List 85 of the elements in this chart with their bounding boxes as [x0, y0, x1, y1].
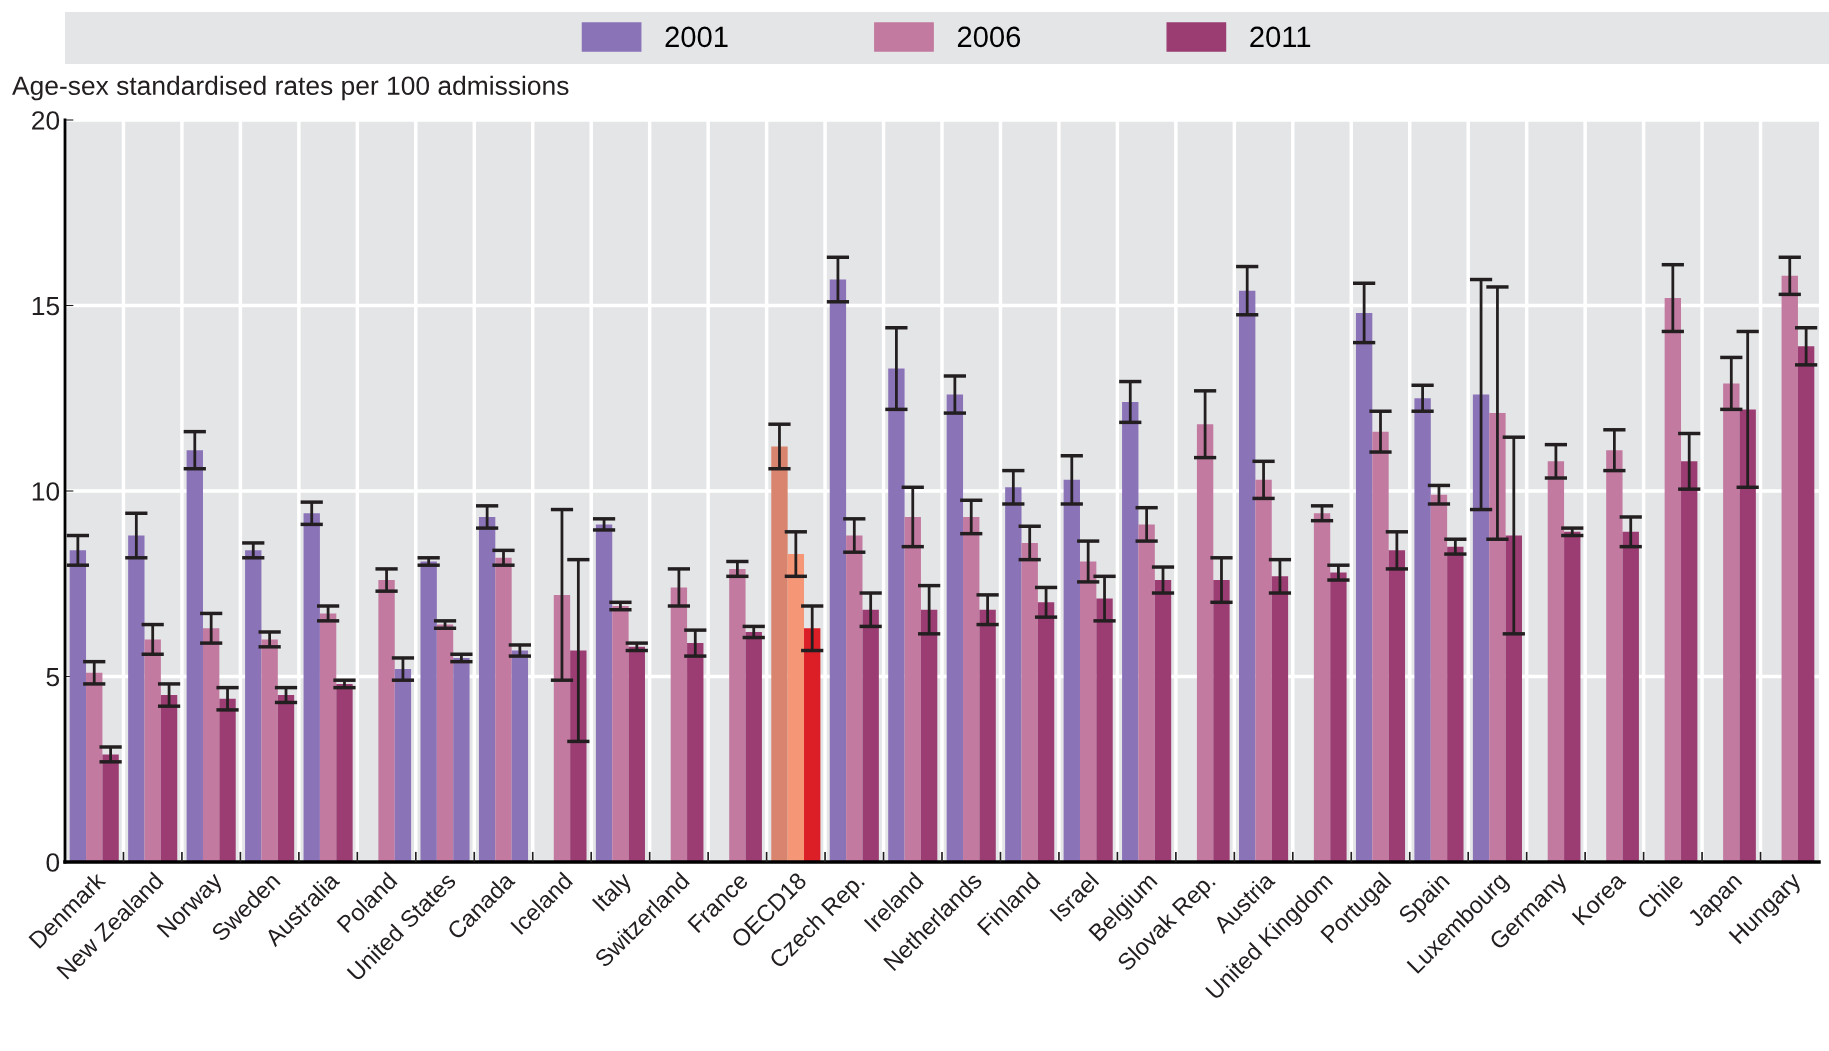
bar — [888, 368, 905, 862]
bar — [1079, 561, 1097, 862]
bar — [687, 643, 704, 862]
bar — [378, 580, 395, 862]
bar — [1330, 572, 1347, 862]
bar — [1271, 576, 1289, 862]
bar — [804, 628, 821, 862]
bar — [1414, 398, 1431, 862]
bar — [1037, 602, 1055, 862]
y-axis-title: Age-sex standardised rates per 100 admissions — [12, 75, 569, 101]
bar — [303, 513, 320, 862]
bar — [144, 639, 161, 862]
bar — [1372, 431, 1389, 862]
bar — [553, 594, 571, 862]
bar — [219, 698, 236, 862]
y-tick-label: 20 — [32, 111, 60, 130]
bar — [336, 683, 353, 862]
bar — [963, 516, 980, 862]
y-tick-label: 5 — [46, 667, 60, 687]
bar — [1122, 401, 1139, 862]
bar — [1505, 535, 1522, 862]
bar — [1154, 580, 1172, 862]
bar — [495, 557, 512, 862]
bar — [946, 394, 964, 862]
bar — [904, 516, 921, 862]
bar — [1239, 290, 1256, 862]
bar — [729, 568, 746, 862]
bar — [1681, 461, 1698, 862]
bar — [319, 613, 337, 862]
bar — [1063, 479, 1080, 862]
legend-label: 2006 — [957, 26, 1021, 48]
bar — [277, 695, 295, 862]
bar — [420, 561, 437, 862]
bar — [628, 646, 645, 862]
bar — [1313, 513, 1331, 862]
bar — [102, 754, 119, 862]
bar — [186, 450, 203, 862]
bar — [920, 609, 938, 862]
bar — [595, 524, 613, 862]
bar — [1005, 487, 1022, 862]
bar — [478, 516, 496, 862]
bar — [1196, 424, 1214, 862]
bar — [1213, 580, 1230, 862]
bar — [1255, 479, 1272, 862]
bar — [1021, 542, 1038, 862]
bar — [69, 550, 87, 862]
bar — [745, 631, 762, 862]
bar — [1781, 275, 1798, 862]
bar — [1664, 298, 1682, 862]
bar — [612, 606, 629, 862]
bar — [787, 554, 805, 862]
bar — [128, 535, 145, 862]
bar — [1723, 383, 1740, 862]
bar — [1138, 524, 1155, 862]
bar — [829, 279, 847, 862]
bar — [1096, 598, 1113, 862]
bar — [160, 695, 178, 862]
bar — [1388, 550, 1406, 862]
bar — [261, 639, 278, 862]
bar — [1489, 413, 1506, 862]
bar — [1606, 450, 1623, 862]
bar — [846, 535, 863, 862]
bar — [862, 609, 879, 862]
bar — [1797, 346, 1815, 862]
bar — [1447, 546, 1464, 862]
bar — [1739, 409, 1756, 862]
y-tick-label: 10 — [32, 482, 60, 501]
bar — [1472, 394, 1490, 862]
y-tick-label: 15 — [32, 296, 60, 316]
bar — [1430, 494, 1448, 862]
legend-label: 2011 — [1250, 26, 1311, 48]
y-tick-label: 0 — [46, 853, 60, 872]
bar — [1355, 312, 1373, 862]
legend-label: 2001 — [665, 26, 728, 48]
bar — [202, 628, 220, 862]
bar — [570, 650, 587, 862]
bar — [979, 609, 996, 862]
bar — [245, 550, 262, 862]
bar — [1547, 461, 1565, 862]
bar — [86, 672, 103, 862]
bar — [670, 587, 688, 862]
bar — [436, 624, 454, 862]
bar — [1564, 531, 1581, 862]
bar — [1622, 531, 1639, 862]
bar — [771, 446, 788, 862]
